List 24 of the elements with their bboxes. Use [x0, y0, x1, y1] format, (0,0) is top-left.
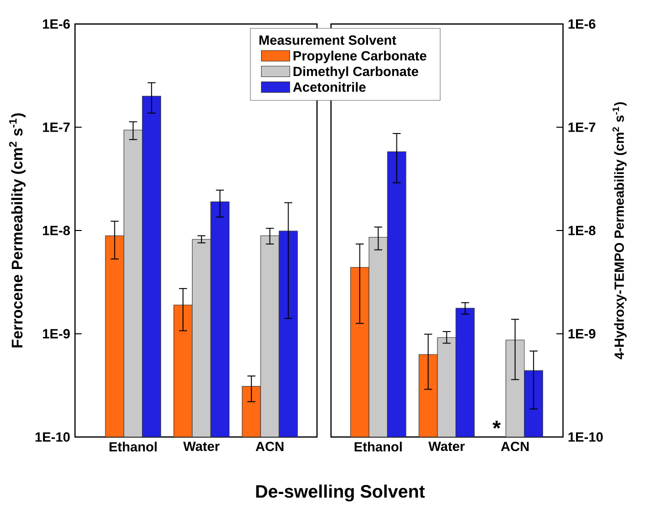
y-tick-label: 1E-9 — [42, 329, 70, 338]
y-tick-label: 1E-6 — [568, 19, 596, 29]
y-tick-label: 1E-7 — [568, 122, 596, 132]
y-tick-label: 1E-10 — [568, 432, 603, 442]
legend-label: Propylene Carbonate — [294, 50, 426, 64]
x-tick-label: Ethanol — [110, 442, 157, 452]
x-tick-label: Water — [428, 442, 465, 452]
y-tick-label: 1E-8 — [568, 226, 596, 236]
y-tick-label: 1E-9 — [568, 329, 596, 338]
y-axis-title: 4-Hydroxy-TEMPO Permeability (cm$^{2}$ s$^{-1}$) — [612, 102, 627, 360]
y-axis-title: Ferrocene Permeability (cm$^{2}$ s$^{-1}$) — [9, 113, 26, 348]
annotation: * — [492, 420, 501, 429]
y-tick-label: 1E-10 — [36, 432, 70, 442]
legend-title: Measurement Solvent — [259, 35, 396, 45]
y-tick-label: 1E-7 — [42, 122, 70, 132]
x-tick-label: ACN — [500, 442, 529, 452]
x-axis-title: De-swelling Solvent — [256, 484, 425, 502]
legend-label: Acetonitrile — [293, 82, 366, 92]
y-tick-label: 1E-6 — [42, 19, 70, 29]
legend-label: Dimethyl Carbonate — [294, 66, 418, 79]
x-tick-label: Water — [183, 442, 220, 452]
x-tick-label: Ethanol — [354, 442, 402, 452]
x-tick-label: ACN — [256, 442, 284, 452]
y-tick-label: 1E-8 — [42, 226, 70, 236]
